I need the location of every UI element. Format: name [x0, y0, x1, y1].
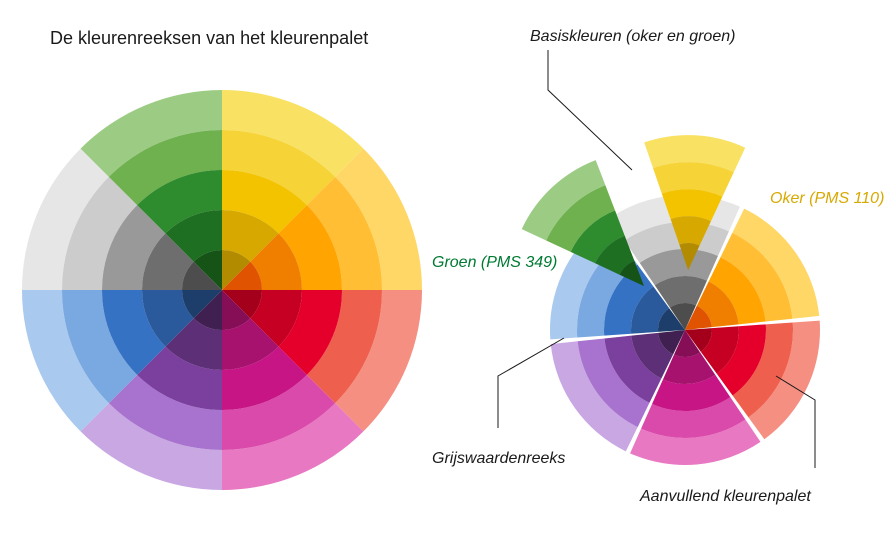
label-grijs: Grijswaardenreeks — [432, 450, 565, 468]
title: De kleurenreeksen van het kleurenpalet — [50, 28, 368, 49]
label-aanvullend: Aanvullend kleurenpalet — [640, 488, 811, 506]
leader-basis — [548, 50, 632, 170]
label-oker: Oker (PMS 110) — [770, 190, 884, 208]
label-groen: Groen (PMS 349) — [432, 254, 557, 272]
label-basis: Basiskleuren (oker en groen) — [530, 28, 735, 46]
